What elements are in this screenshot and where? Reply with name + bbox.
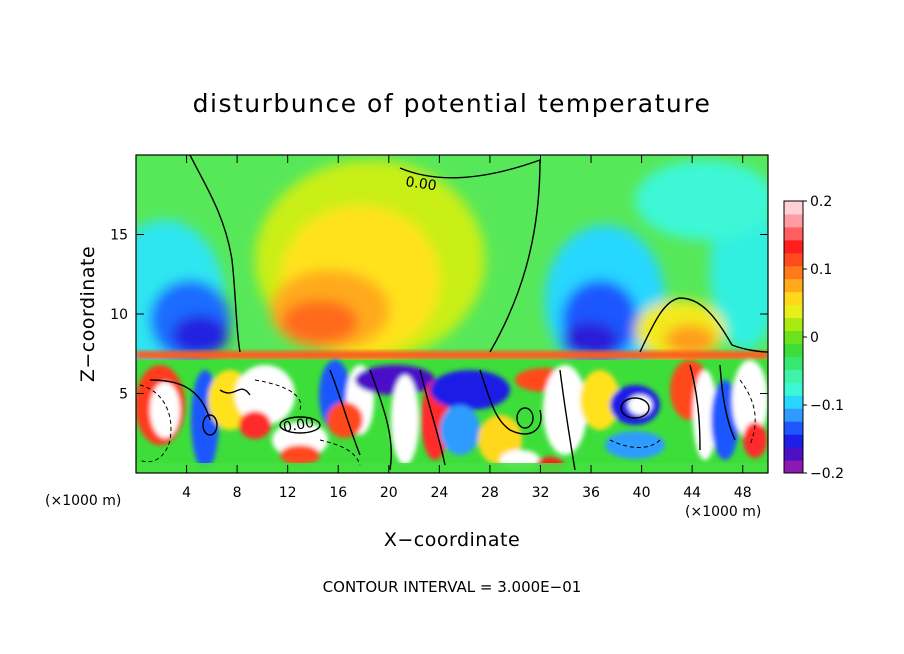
- x-tick-label: 28: [481, 485, 499, 501]
- zero-contours: [149, 155, 768, 471]
- y-axis: 5 10 15: [110, 228, 768, 403]
- colorbar-swatch: [784, 460, 803, 474]
- cold-core-left-deep: [172, 315, 228, 355]
- warm-core-right: [665, 325, 715, 355]
- colorbar-swatch: [784, 369, 803, 383]
- lower-turbulence: [136, 360, 768, 473]
- warm-dome-core: [282, 300, 358, 344]
- colorbar-swatch: [784, 447, 803, 461]
- colorbar-swatch: [784, 395, 803, 409]
- colorbar-swatch: [784, 278, 803, 293]
- colorbar-swatch: [784, 317, 803, 332]
- colorbar-swatch: [784, 213, 803, 228]
- colorbar-swatch: [784, 201, 803, 215]
- x-tick-label: 48: [734, 485, 752, 501]
- colorbar-swatch: [784, 408, 803, 422]
- cold-band-right: [635, 160, 768, 240]
- x-tick-label: 36: [582, 485, 600, 501]
- colorbar-tick-label: −0.1: [810, 398, 844, 414]
- colorbar-swatch: [784, 421, 803, 435]
- x-tick-label: 8: [233, 485, 242, 501]
- contour-label-top: 0.00: [404, 174, 437, 194]
- x-tick-label: 24: [430, 485, 448, 501]
- y-tick-label: 5: [119, 387, 128, 403]
- x-unit-left: (×1000 m): [45, 493, 121, 509]
- contour-label-lower: 0.00: [282, 415, 315, 436]
- x-unit-right: (×1000 m): [685, 504, 761, 520]
- heatmap-field: 0.00 0.00: [136, 155, 768, 473]
- chart-title: disturbunce of potential temperature: [193, 89, 712, 118]
- cold-core-mid-deep: [562, 322, 618, 358]
- colorbar: 0.2 0.1 0 −0.1 −0.2: [784, 194, 844, 482]
- colorbar-swatch: [784, 239, 803, 254]
- colorbar-tick-label: 0.1: [810, 262, 832, 278]
- x-tick-label: 44: [683, 485, 701, 501]
- colorbar-tick-label: 0.2: [810, 194, 832, 210]
- colorbar-swatch: [784, 291, 803, 306]
- colorbar-frame: [783, 200, 804, 474]
- x-tick-label: 32: [532, 485, 550, 501]
- colorbar-swatch: [784, 252, 803, 267]
- x-tick-label: 20: [380, 485, 398, 501]
- y-axis-label: Z−coordinate: [77, 246, 99, 382]
- x-axis: 4 8 12 16 20 24 28 32 36 40 44 48: [182, 155, 752, 501]
- x-tick-label: 16: [329, 485, 347, 501]
- surface-band: [136, 463, 768, 473]
- colorbar-swatch: [784, 434, 803, 448]
- colorbar-swatch: [784, 226, 803, 241]
- negative-contours: [139, 379, 756, 466]
- x-tick-label: 4: [182, 485, 191, 501]
- colorbar-swatch: [784, 304, 803, 319]
- x-axis-label: X−coordinate: [384, 529, 520, 551]
- colorbar-tick-label: 0: [810, 330, 819, 346]
- colorbar-tick-label: −0.2: [810, 466, 844, 482]
- y-tick-label: 10: [110, 307, 128, 323]
- colorbar-swatch: [784, 330, 803, 344]
- x-tick-label: 40: [633, 485, 651, 501]
- colorbar-swatch: [784, 356, 803, 370]
- y-tick-label: 15: [110, 228, 128, 244]
- inversion-band: [136, 351, 768, 359]
- colorbar-swatch: [784, 343, 803, 357]
- x-tick-label: 12: [279, 485, 297, 501]
- colorbar-swatch: [784, 382, 803, 396]
- colorbar-swatch: [784, 265, 803, 280]
- contour-interval-note: CONTOUR INTERVAL = 3.000E−01: [323, 578, 582, 596]
